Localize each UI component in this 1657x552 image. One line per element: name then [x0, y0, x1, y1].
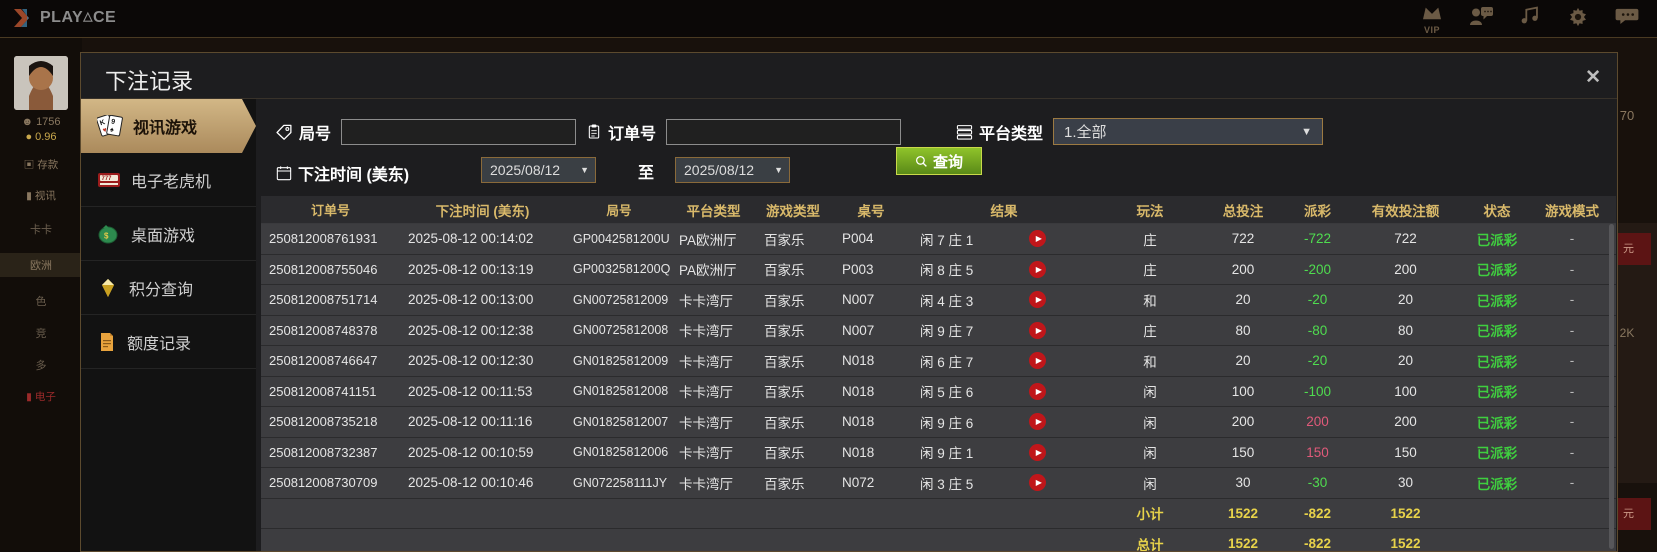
- svg-text:777: 777: [102, 176, 113, 182]
- svg-text:$: $: [104, 231, 109, 240]
